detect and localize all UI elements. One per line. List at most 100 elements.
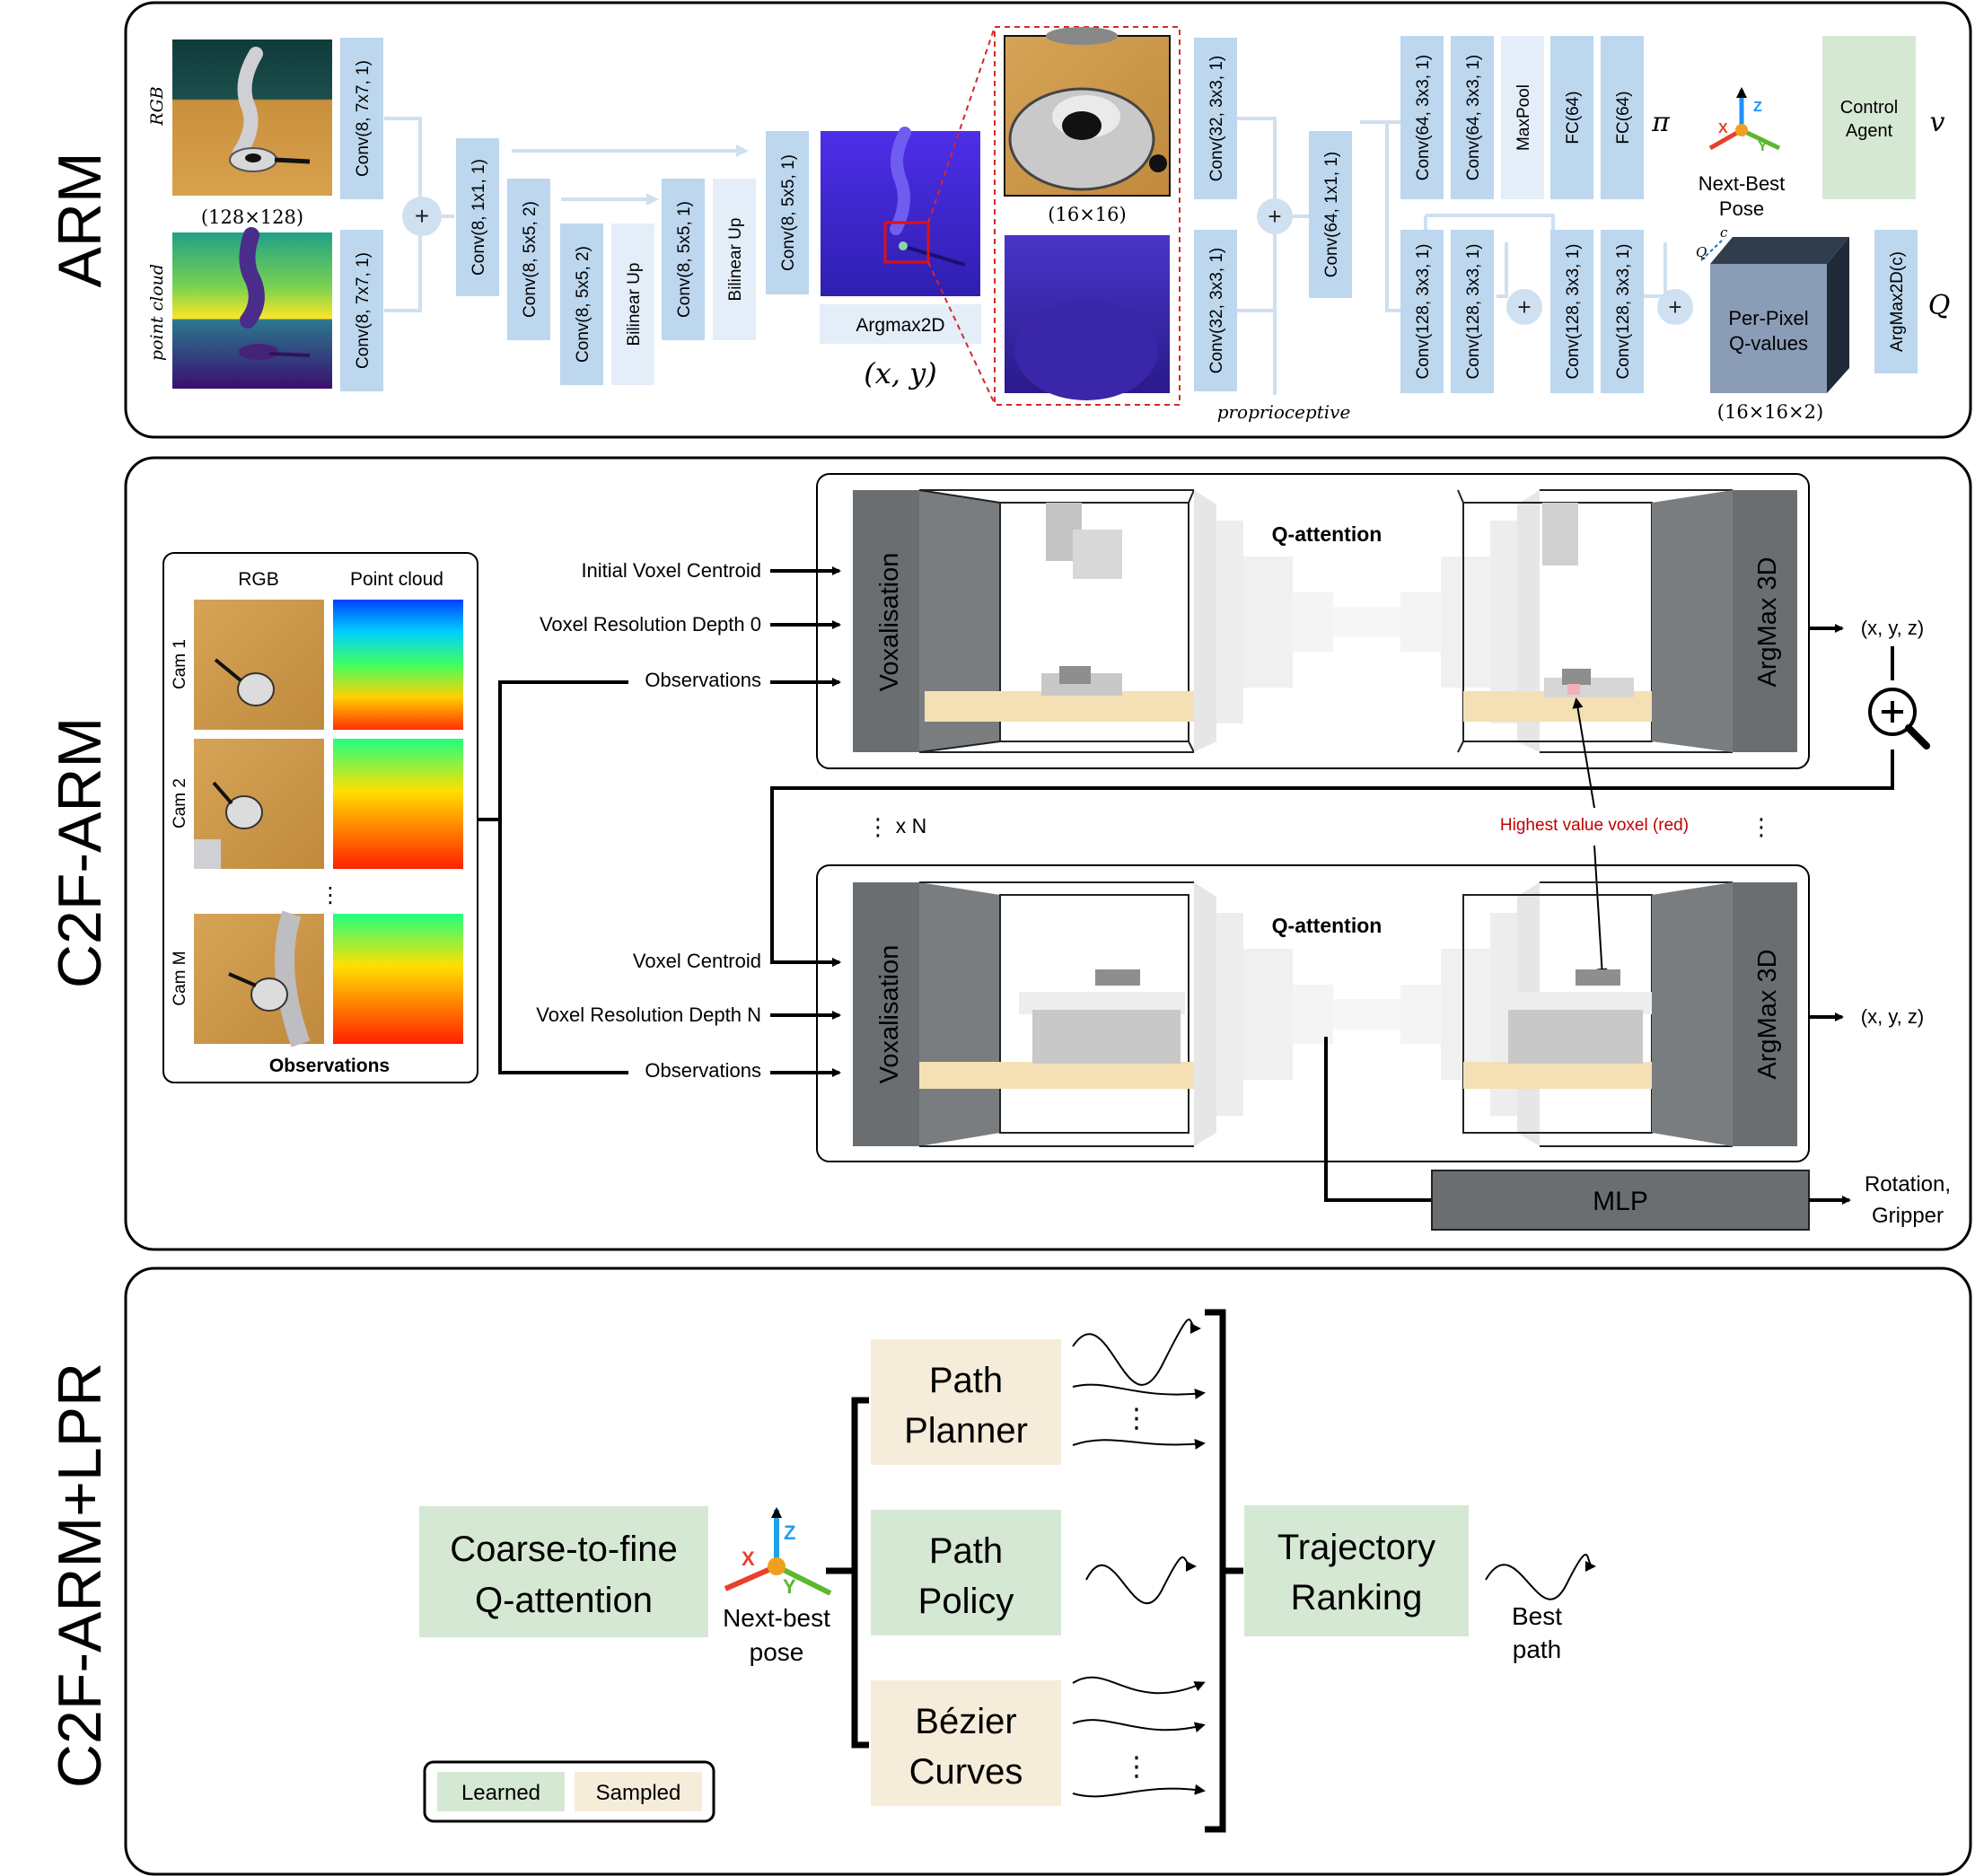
c2f-input-arrows-bottom (770, 958, 841, 1077)
svg-text:Voxel Resolution Depth N: Voxel Resolution Depth N (536, 1004, 761, 1026)
svg-text:Bilinear Up: Bilinear Up (726, 218, 745, 302)
arm-plus-2 (1257, 198, 1293, 234)
arm-pc-label: point cloud (147, 264, 167, 361)
arm-input-size: (128×128) (201, 206, 303, 228)
svg-text:Best: Best (1512, 1602, 1562, 1630)
svg-text:X: X (1718, 121, 1728, 136)
svg-text:Conv(8, 5x5, 1): Conv(8, 5x5, 1) (675, 201, 694, 318)
svg-text:Coarse-to-fine: Coarse-to-fine (450, 1530, 677, 1569)
arm-plus-4 (1657, 289, 1693, 325)
svg-text:Conv(128, 3x3, 1): Conv(128, 3x3, 1) (1414, 243, 1433, 379)
svg-text:+: + (1668, 294, 1681, 320)
svg-text:Control: Control (1840, 98, 1898, 118)
svg-text:MLP: MLP (1593, 1187, 1648, 1216)
svg-text:MaxPool: MaxPool (1514, 84, 1533, 151)
svg-text:+: + (1517, 294, 1531, 320)
svg-text:Conv(64, 3x3, 1): Conv(64, 3x3, 1) (1464, 55, 1483, 180)
arm-control-agent-box (1822, 36, 1916, 199)
svg-text:Q-attention: Q-attention (1272, 522, 1382, 546)
svg-text:Voxalisation: Voxalisation (875, 945, 904, 1084)
lpr-legend-sampled: Sampled (596, 1781, 681, 1805)
lpr-legend-learned: Learned (461, 1781, 540, 1805)
c2f-loop-arrow (770, 750, 1894, 967)
c2f-top-voxel-scene (853, 489, 1195, 753)
arm-qvol-size: (16×16×2) (1717, 401, 1823, 423)
c2f-bracket (478, 680, 628, 1074)
svg-text:Policy: Policy (918, 1582, 1014, 1621)
svg-text:Per-Pixel: Per-Pixel (1728, 307, 1808, 329)
svg-text:Conv(8, 5x5, 2): Conv(8, 5x5, 2) (574, 246, 592, 363)
lpr-path-planner-box (871, 1339, 1061, 1465)
lpr-panel (124, 1267, 1972, 1876)
arm-conv-blocks: Conv(8, 7x7, 1) Conv(8, 7x7, 1) Conv(8, … (340, 36, 1918, 393)
arm-plus-3 (1506, 289, 1542, 325)
svg-text:pose: pose (750, 1638, 804, 1666)
arm-pointcloud-image (172, 227, 332, 389)
svg-text:Cam 1: Cam 1 (171, 639, 189, 689)
svg-text:Q-attention: Q-attention (1272, 914, 1382, 937)
svg-text:Agent: Agent (1846, 121, 1893, 141)
svg-text:ArgMax 3D: ArgMax 3D (1753, 949, 1782, 1079)
arm-plus-1 (402, 197, 442, 236)
svg-text:Gripper: Gripper (1872, 1204, 1944, 1228)
lpr-right-bracket (1205, 1309, 1243, 1833)
arm-qvalue-cube (1700, 237, 1849, 393)
lpr-ranking-box (1244, 1505, 1469, 1636)
svg-text:Conv(8, 7x7, 1): Conv(8, 7x7, 1) (354, 252, 373, 369)
svg-text:path: path (1513, 1635, 1562, 1663)
svg-text:RGB: RGB (238, 569, 279, 590)
arm-next-best-pose-2: Pose (1719, 197, 1764, 220)
svg-text:⋮: ⋮ (1123, 1404, 1150, 1433)
arm-pi: π (1651, 107, 1671, 138)
arm-axes-icon (1708, 87, 1781, 151)
arm-zoom-lines (927, 26, 1181, 406)
svg-text:Next-best: Next-best (723, 1604, 830, 1632)
svg-text:Conv(8, 7x7, 1): Conv(8, 7x7, 1) (354, 60, 373, 177)
svg-text:Conv(64, 1x1, 1): Conv(64, 1x1, 1) (1322, 152, 1341, 277)
arm-title: ARM (46, 152, 114, 287)
svg-text:X: X (742, 1547, 755, 1570)
svg-text:Z: Z (1753, 100, 1762, 115)
lpr-legend (423, 1760, 715, 1823)
svg-text:ArgMax2D(c): ArgMax2D(c) (1888, 251, 1907, 352)
lpr-axes-icon (724, 1507, 832, 1596)
arm-connectors (384, 117, 1667, 395)
arm-proprioceptive: proprioceptive (1217, 401, 1351, 423)
svg-text:Trajectory: Trajectory (1277, 1528, 1435, 1567)
c2f-input-arrows-top (770, 566, 841, 687)
svg-text:Voxel Centroid: Voxel Centroid (633, 950, 761, 972)
svg-text:Planner: Planner (904, 1411, 1028, 1451)
c2f-bottom-voxel-scene (853, 881, 1194, 1147)
c2f-bottom-block (816, 864, 1810, 1162)
svg-text:Observations: Observations (645, 1059, 761, 1082)
svg-text:Bézier: Bézier (915, 1702, 1016, 1741)
svg-text:Conv(8, 5x5, 1): Conv(8, 5x5, 1) (779, 154, 798, 271)
c2f-xyz-bottom: (x, y, z) (1861, 1005, 1924, 1028)
svg-text:Conv(128, 3x3, 1): Conv(128, 3x3, 1) (1614, 243, 1633, 379)
c2f-panel (124, 456, 1972, 1251)
arm-xy: (x, y) (864, 356, 936, 390)
svg-text:Cam 2: Cam 2 (171, 778, 189, 828)
lpr-title: C2F-ARM+LPR (46, 1363, 114, 1788)
svg-text:Conv(64, 3x3, 1): Conv(64, 3x3, 1) (1414, 55, 1433, 180)
arm-rgb-image (172, 39, 332, 196)
c2f-bottom-output-scene (1462, 881, 1797, 1147)
svg-text:Cam M: Cam M (171, 951, 189, 1005)
svg-text:Q: Q (1696, 244, 1707, 260)
arm-v: v (1930, 107, 1945, 138)
svg-text:⋮: ⋮ (1750, 813, 1773, 840)
arm-argmax2d-box (820, 304, 981, 344)
svg-text:Q-attention: Q-attention (475, 1581, 653, 1620)
c2f-highest-voxel: Highest value voxel (red) (1500, 816, 1689, 835)
svg-text:FC(64): FC(64) (1614, 91, 1633, 144)
svg-text:c: c (1720, 224, 1728, 241)
svg-text:+: + (415, 202, 429, 230)
svg-text:Voxalisation: Voxalisation (875, 553, 904, 692)
svg-text:Ranking: Ranking (1291, 1578, 1423, 1617)
svg-text:ArgMax 3D: ArgMax 3D (1753, 557, 1782, 687)
svg-text:Path: Path (929, 1531, 1003, 1571)
svg-text:Point cloud: Point cloud (350, 569, 443, 590)
svg-text:+: + (1268, 203, 1281, 230)
svg-text:⋮: ⋮ (320, 883, 341, 907)
svg-text:Observations: Observations (645, 669, 761, 691)
